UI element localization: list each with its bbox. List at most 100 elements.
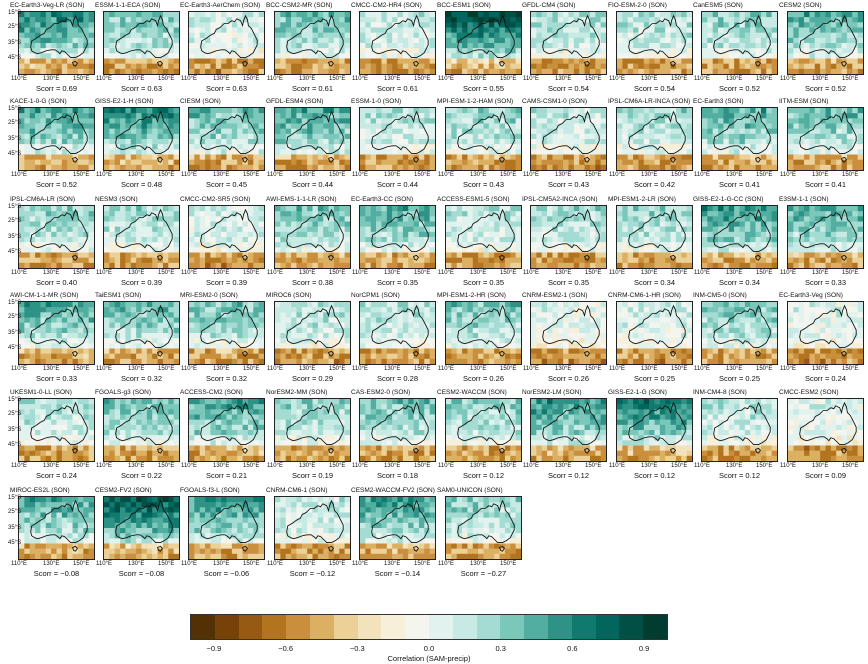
map-cell [365, 53, 372, 59]
map-cell [488, 22, 495, 28]
map-cell [210, 108, 217, 114]
map-cell [189, 149, 195, 155]
map-cell [40, 128, 47, 135]
map-cell [88, 159, 94, 166]
map-cell [413, 32, 420, 39]
map-cell [841, 68, 848, 74]
map-cell [231, 133, 238, 140]
map-cell [323, 216, 329, 222]
map-cell [168, 12, 174, 18]
map-cell [771, 43, 777, 49]
map-cell [173, 32, 179, 39]
map-cell [247, 231, 254, 238]
map-cell [258, 237, 264, 243]
map-cell [130, 118, 137, 124]
map-cell [29, 53, 36, 59]
map-cell [472, 118, 479, 124]
map-cell [515, 211, 521, 217]
map-cell [242, 48, 249, 54]
map-cell [825, 164, 832, 170]
map-cell [72, 118, 79, 124]
map-cell [659, 133, 666, 140]
map-cell [643, 221, 650, 227]
map-cell [29, 12, 36, 18]
map-cell [173, 144, 179, 150]
map-cell [728, 154, 735, 160]
map-panel: CMCC-CM2-SR5 (SON)15°S25°S35°S45°S110°E1… [180, 196, 266, 292]
map-cell [242, 53, 249, 59]
map-cell [258, 211, 264, 217]
map-cell [830, 123, 837, 129]
map-cell [654, 139, 661, 145]
map-cell [344, 48, 350, 54]
map-cell [19, 43, 25, 49]
map-cell [365, 27, 372, 33]
map-cell [793, 128, 800, 135]
map-cell [451, 17, 458, 23]
map-cell [617, 22, 623, 28]
map-cell [456, 118, 463, 124]
map-cell [333, 164, 340, 170]
map-cell [35, 12, 41, 18]
map-cell [226, 12, 233, 18]
map-cell [536, 164, 543, 170]
map-cell [312, 27, 319, 33]
x-tick-label: 110°E [352, 76, 368, 82]
map-cell [136, 118, 142, 124]
map-cell [766, 123, 772, 129]
map-cell [247, 43, 254, 49]
map-cell [397, 247, 404, 253]
map-cell [19, 262, 25, 268]
map-cell [622, 237, 629, 243]
map-cell [793, 27, 800, 33]
map-cell [168, 252, 174, 258]
map-cell [728, 37, 735, 44]
map-cell [712, 108, 719, 114]
map-cell [686, 128, 692, 135]
map-cell [296, 252, 303, 258]
map-cell [258, 144, 264, 150]
map-cell [173, 242, 179, 248]
map-cell [728, 149, 735, 155]
map-cell [857, 32, 863, 39]
map-cell [210, 58, 217, 64]
map-cell [820, 108, 826, 114]
map-cell [146, 221, 153, 227]
map-cell [536, 144, 543, 150]
map-cell [301, 17, 308, 23]
map-cell [402, 221, 409, 227]
map-cell [541, 32, 548, 39]
map-cell [584, 242, 591, 248]
map-cell [221, 154, 227, 160]
map-cell [253, 206, 259, 212]
map-cell [402, 32, 409, 39]
map-cell [531, 216, 537, 222]
map-cell [573, 43, 580, 49]
map-cell [633, 43, 639, 49]
map-cell [136, 133, 142, 140]
map-cell [804, 123, 810, 129]
map-cell [857, 48, 863, 54]
map-cell [568, 58, 575, 64]
map-cell [168, 43, 174, 49]
map-cell [547, 154, 553, 160]
map-cell [275, 242, 281, 248]
map-cell [589, 211, 596, 217]
x-tick-label: 110°E [96, 76, 112, 82]
coastline [200, 208, 258, 252]
map-cell [846, 133, 853, 140]
map-cell [67, 139, 73, 145]
map-cell [291, 139, 297, 145]
map-cell [67, 252, 73, 258]
map-cell [152, 206, 158, 212]
map-cell [579, 22, 585, 28]
map-cell [504, 133, 511, 140]
map-cell [531, 133, 537, 140]
x-tick-label: 130°E [470, 270, 487, 276]
map-cell [125, 247, 132, 253]
map-cell [285, 123, 292, 129]
map-cell [205, 128, 211, 135]
map-cell [323, 237, 329, 243]
map-cell [280, 211, 287, 217]
map-cell [665, 231, 671, 238]
